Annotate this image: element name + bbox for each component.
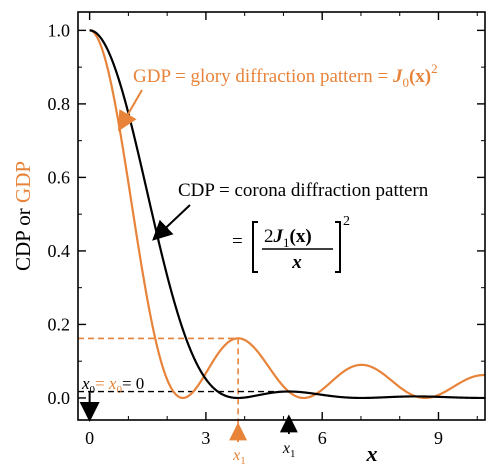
cdp-num-arg: (x)	[290, 226, 312, 247]
x0-eq1: =	[95, 374, 109, 393]
gdp-formula-arg: (x)	[409, 66, 431, 87]
x-tick-label: 3	[201, 428, 210, 448]
cdp-x1-x: x	[282, 440, 290, 457]
x-tick-label: 0	[85, 428, 94, 448]
axis-ticks: 0 3 6 9 0.0 0.2 0.4 0.6 0.8 1.0 CDP or GDP x	[11, 12, 485, 466]
y-tick-label: 0.2	[48, 314, 71, 334]
gdp-arrow	[117, 89, 143, 132]
gdp-formula-exp: 2	[431, 61, 438, 76]
x0-black-sub: 0	[90, 384, 96, 396]
x-axis-label: x	[366, 441, 378, 466]
x0-orange: x	[108, 374, 117, 393]
y-tick-label: 0.0	[48, 388, 71, 408]
y-axis-label: CDP or GDP	[11, 161, 35, 271]
cdp-num-2: 2	[264, 226, 274, 247]
annotations: GDP = glory diffraction pattern = J0(x)2…	[79, 61, 438, 466]
cdp-denominator: x	[291, 252, 302, 273]
x0-label: x0= x0= 0	[81, 374, 144, 396]
y-tick-label: 0.6	[48, 167, 71, 187]
cdp-x1-sub: 1	[290, 448, 296, 460]
x0-eq2: = 0	[122, 374, 144, 393]
x0-black: x	[81, 374, 90, 393]
gdp-x1-sub: 1	[240, 455, 246, 466]
cdp-numerator: 2J1(x)	[264, 226, 312, 250]
reference-lines	[78, 337, 289, 428]
gdp-label-text: GDP = glory diffraction pattern =	[133, 66, 393, 87]
gdp-label: GDP = glory diffraction pattern = J0(x)2	[133, 61, 438, 90]
y-axis-label-gdp: GDP	[11, 161, 35, 203]
gdp-formula-j: J	[392, 66, 403, 87]
bracket-right	[335, 221, 341, 273]
bracket-left	[252, 221, 258, 273]
y-tick-label: 0.4	[48, 241, 71, 261]
gdp-formula-sub: 0	[402, 75, 409, 90]
cdp-num-j: J	[273, 226, 284, 247]
cdp-arrow	[152, 204, 191, 241]
gdp-x1-x: x	[232, 447, 240, 464]
cdp-label: CDP = corona diffraction pattern	[178, 180, 429, 201]
y-axis-label-cdp: CDP or	[11, 203, 35, 271]
x0-orange-sub: 0	[116, 384, 122, 396]
y-tick-label: 1.0	[48, 20, 71, 40]
x-tick-label: 9	[434, 428, 443, 448]
x-tick-label: 6	[318, 428, 327, 448]
cdp-x1-label: x1	[282, 440, 296, 460]
y-tick-label: 0.8	[48, 94, 71, 114]
gdp-x1-label: x1	[232, 447, 246, 466]
cdp-eq: =	[232, 231, 243, 252]
cdp-num-sub: 1	[283, 235, 290, 250]
cdp-exponent: 2	[343, 214, 350, 229]
